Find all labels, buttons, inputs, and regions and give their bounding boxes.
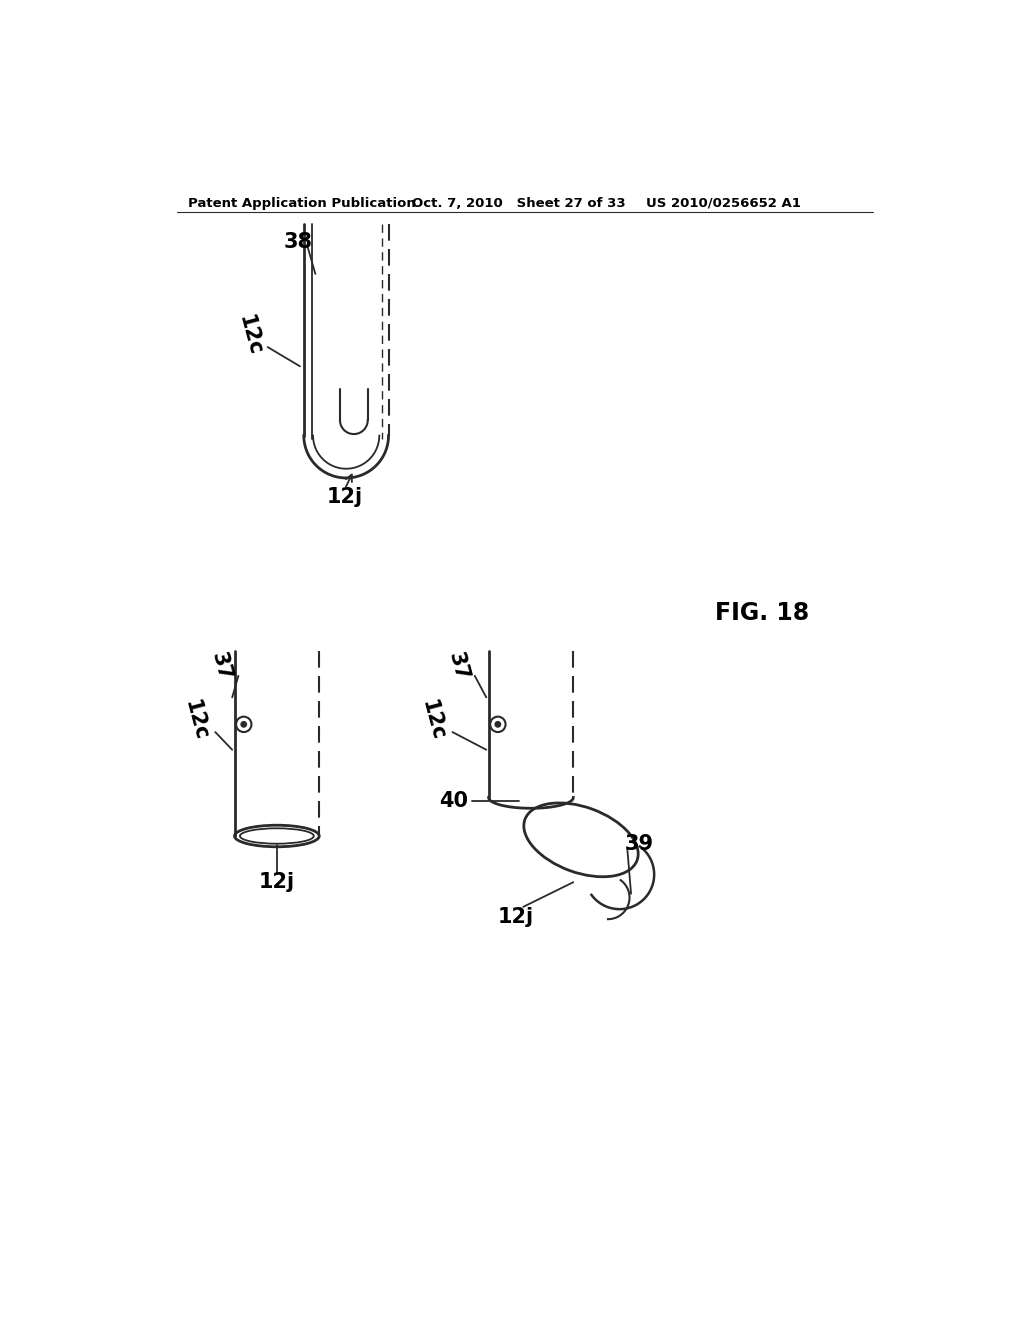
Text: Patent Application Publication: Patent Application Publication — [188, 197, 416, 210]
Text: 40: 40 — [439, 792, 468, 812]
Text: FIG. 18: FIG. 18 — [715, 601, 809, 624]
Text: 12c: 12c — [181, 698, 211, 743]
Text: 12j: 12j — [327, 487, 362, 507]
Text: US 2010/0256652 A1: US 2010/0256652 A1 — [646, 197, 802, 210]
Text: 37: 37 — [208, 649, 234, 684]
Text: 12c: 12c — [234, 313, 265, 358]
Text: 39: 39 — [625, 834, 653, 854]
Text: Oct. 7, 2010   Sheet 27 of 33: Oct. 7, 2010 Sheet 27 of 33 — [412, 197, 626, 210]
Text: 12c: 12c — [418, 698, 449, 743]
Text: 38: 38 — [284, 231, 313, 252]
Text: 12j: 12j — [259, 873, 295, 892]
Text: 12j: 12j — [498, 907, 534, 927]
Circle shape — [496, 722, 501, 727]
Circle shape — [241, 722, 247, 727]
Text: 37: 37 — [444, 649, 471, 684]
